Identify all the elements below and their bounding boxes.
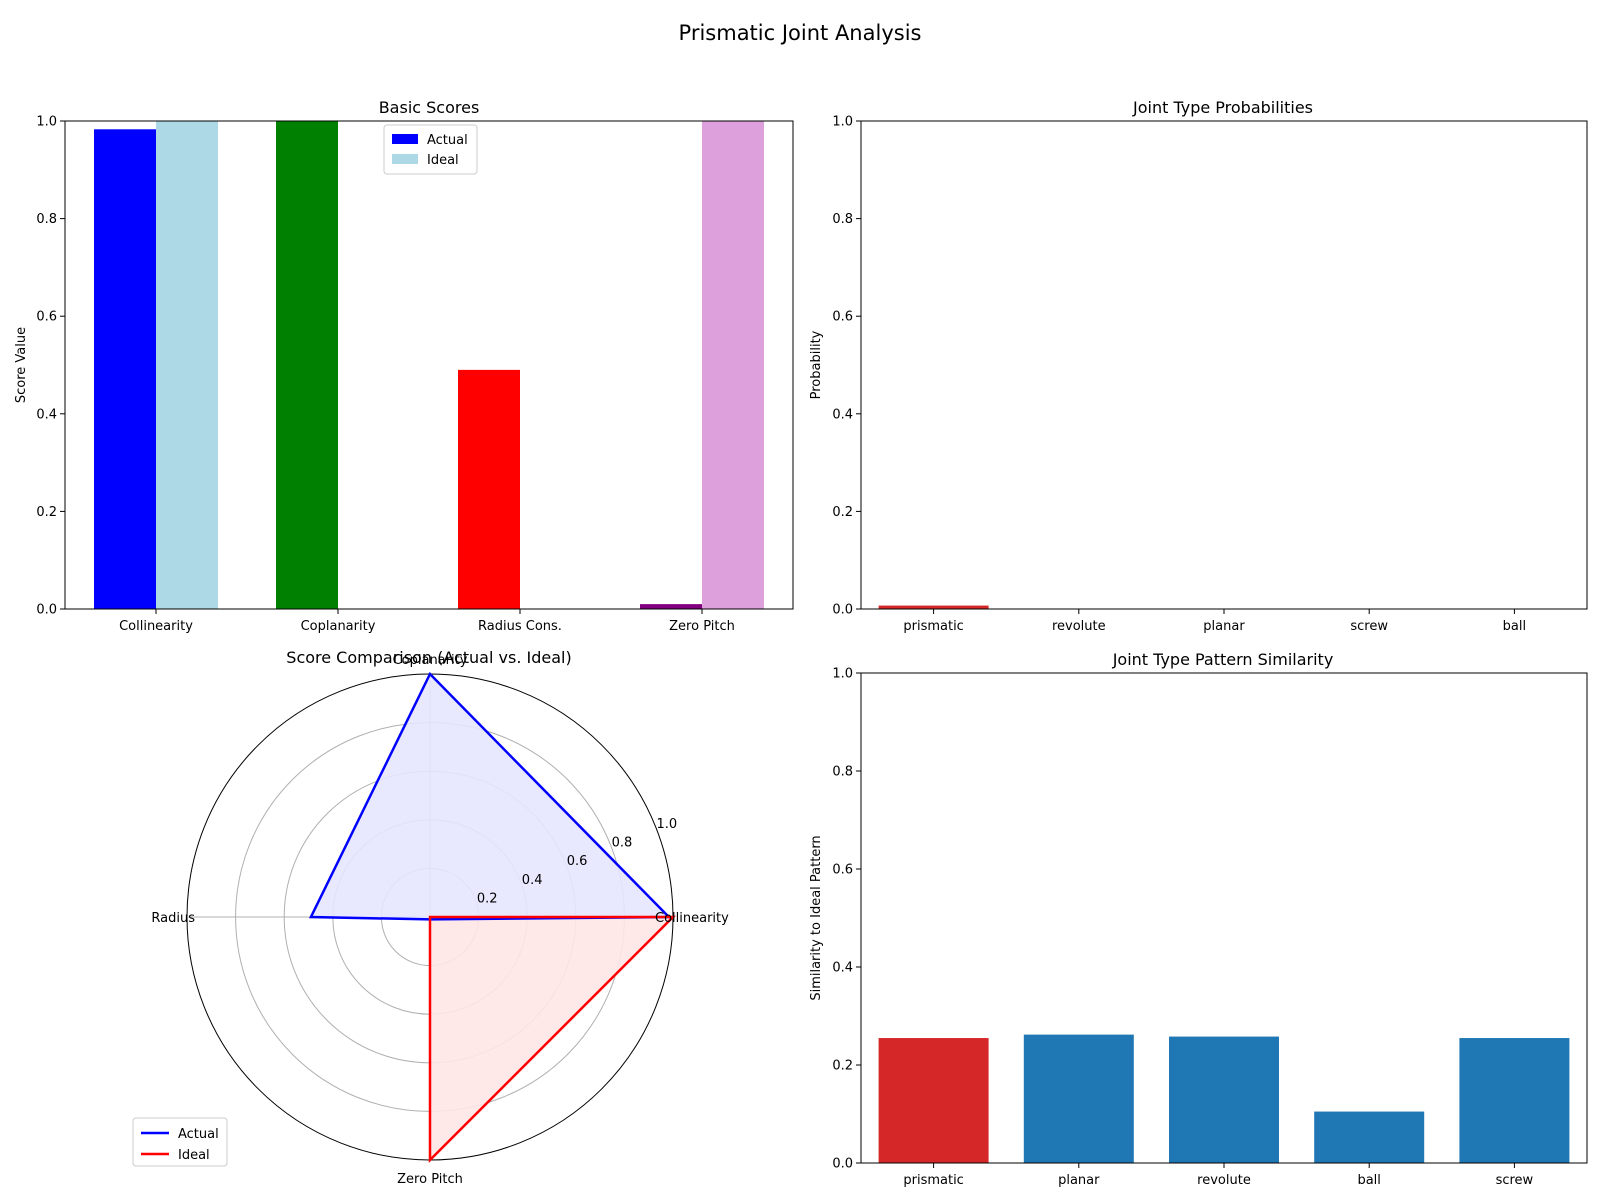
ytick-label: 1.0: [832, 115, 853, 130]
similarity-yticks: 0.0 0.2 0.4 0.6 0.8 1.0: [832, 667, 861, 1172]
score-comparison-radar: 0.2 0.4 0.6 0.8 1.0 Collinearity Coplanarity R…: [132, 648, 729, 1187]
bar-ideal-collinearity: [156, 121, 218, 609]
basic-scores-chart: Basic Scores Score Value 0.0 0.2 0.4 0.6 0.8…: [14, 98, 794, 634]
xtick-label: Collinearity: [119, 619, 193, 634]
radar-axis-label: Zero Pitch: [397, 1172, 463, 1187]
bar-actual-radius-cons-: [458, 369, 520, 609]
radar-actual-line: [308, 671, 672, 921]
probabilities-yticks: 0.0 0.2 0.4 0.6 0.8 1.0: [832, 115, 861, 618]
xtick-label: planar: [1058, 1173, 1100, 1188]
ytick-label: 0.6: [36, 310, 57, 325]
radar-rtick-label: 0.8: [612, 836, 633, 851]
figure-title: Prismatic Joint Analysis: [679, 21, 922, 45]
xtick-label: screw: [1350, 619, 1388, 634]
bar-ideal-zero-pitch: [702, 121, 764, 609]
xtick-label: ball: [1357, 1173, 1380, 1188]
joint-type-probabilities-chart: Joint Type Probabilities Probability 0.0…: [809, 98, 1588, 634]
xtick-label: Zero Pitch: [669, 619, 735, 634]
ytick-label: 0.6: [832, 310, 853, 325]
radar-axis-label: Collinearity: [655, 911, 729, 926]
bar-actual-collinearity: [94, 129, 156, 609]
radar-ideal-line: [428, 915, 677, 1164]
probabilities-xticks: prismatic revolute planar screw ball: [903, 609, 1526, 634]
ytick-label: 0.4: [36, 407, 57, 422]
radar-rtick-label: 0.2: [477, 891, 498, 906]
xtick-label: revolute: [1197, 1173, 1251, 1188]
basic-scores-xticks: Collinearity Coplanarity Radius Cons. Zero …: [119, 609, 735, 634]
bar-actual-coplanarity: [276, 121, 338, 609]
ytick-label: 0.0: [832, 603, 853, 618]
similarity-title: Joint Type Pattern Similarity: [1112, 650, 1334, 669]
probabilities-ylabel: Probability: [809, 330, 824, 399]
legend-actual-swatch: [392, 134, 418, 144]
ytick-label: 0.4: [832, 407, 853, 422]
radar-axis-labels: Collinearity Coplanarity Radius Zero Pitch: [151, 653, 729, 1187]
ytick-label: 0.6: [832, 863, 853, 878]
ytick-label: 0.0: [832, 1157, 853, 1172]
radar-axis-label: Coplanarity: [393, 653, 468, 668]
radar-rtick-label: 1.0: [657, 817, 678, 832]
basic-scores-yticks: 0.0 0.2 0.4 0.6 0.8 1.0: [36, 115, 65, 618]
basic-scores-ylabel: Score Value: [14, 327, 29, 403]
probabilities-title: Joint Type Probabilities: [1132, 98, 1313, 117]
similarity-bars: [878, 1034, 1570, 1163]
bar-actual-zero-pitch: [640, 604, 702, 609]
xtick-label: screw: [1496, 1173, 1534, 1188]
bar-revolute: [1169, 1036, 1279, 1163]
similarity-frame: [860, 672, 1588, 1164]
ytick-label: 1.0: [36, 115, 57, 130]
bar-planar: [1023, 1034, 1134, 1163]
basic-scores-legend: Actual Ideal: [383, 124, 478, 175]
basic-scores-frame: [64, 120, 794, 610]
ytick-label: 0.2: [832, 505, 853, 520]
radar-title: Score Comparison (Actual vs. Ideal): [286, 648, 571, 667]
bar-prismatic: [878, 1038, 989, 1163]
probabilities-frame: [860, 120, 1588, 610]
bar-screw: [1459, 1038, 1570, 1163]
xtick-label: Radius Cons.: [478, 619, 562, 634]
radar-rtick-label: 0.6: [567, 854, 588, 869]
xtick-label: planar: [1203, 619, 1245, 634]
ytick-label: 0.2: [832, 1059, 853, 1074]
radar-legend-actual-label: Actual: [178, 1127, 219, 1142]
xtick-label: prismatic: [903, 619, 963, 634]
legend-actual-label: Actual: [427, 133, 468, 148]
ytick-label: 0.8: [832, 212, 853, 227]
similarity-ylabel: Similarity to Ideal Pattern: [809, 835, 824, 1000]
radar-axis-label: Radius: [151, 911, 195, 926]
radar-legend-ideal-label: Ideal: [178, 1148, 210, 1163]
legend-ideal-label: Ideal: [427, 153, 459, 168]
ytick-label: 0.2: [36, 505, 57, 520]
bar-prismatic: [878, 605, 989, 609]
probabilities-bars: [878, 605, 989, 609]
legend-ideal-swatch: [392, 154, 418, 164]
similarity-xticks: prismatic planar revolute ball screw: [903, 1163, 1534, 1188]
xtick-label: Coplanarity: [301, 619, 376, 634]
bar-ball: [1314, 1111, 1425, 1163]
radar-legend: Actual Ideal: [132, 1117, 228, 1167]
pattern-similarity-chart: Joint Type Pattern Similarity Similarity…: [809, 650, 1588, 1188]
radar-rtick-label: 0.4: [522, 873, 543, 888]
basic-scores-title: Basic Scores: [379, 98, 480, 117]
ytick-label: 0.8: [832, 765, 853, 780]
radar-actual-area: [310, 674, 669, 920]
ytick-label: 0.0: [36, 603, 57, 618]
xtick-label: ball: [1503, 619, 1526, 634]
radar-rticks: 0.2 0.4 0.6 0.8 1.0: [477, 817, 677, 906]
ytick-label: 0.4: [832, 961, 853, 976]
xtick-label: revolute: [1052, 619, 1106, 634]
radar-series: [308, 671, 677, 1164]
ytick-label: 1.0: [832, 667, 853, 682]
basic-scores-bars: [94, 121, 764, 609]
ytick-label: 0.8: [36, 212, 57, 227]
xtick-label: prismatic: [903, 1173, 963, 1188]
